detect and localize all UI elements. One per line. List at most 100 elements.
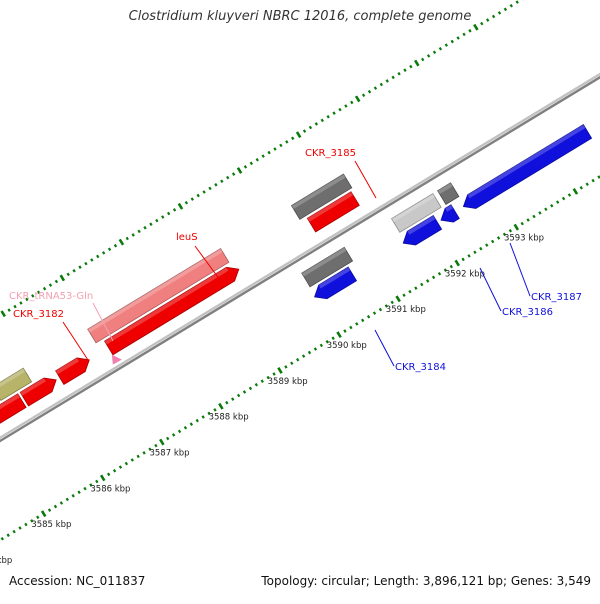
label-leader-line xyxy=(509,242,531,297)
scale-tick xyxy=(196,193,200,198)
scale-tick xyxy=(242,390,247,394)
scale-tick xyxy=(366,314,371,319)
gene-label: CKR_3182 xyxy=(13,309,64,320)
scale-tick xyxy=(159,438,165,446)
scale-tick xyxy=(397,72,401,76)
scale-tick xyxy=(426,54,431,58)
scale-tick xyxy=(71,494,75,498)
scale-tick xyxy=(84,261,88,266)
scale-tick xyxy=(515,0,519,4)
scale-tick xyxy=(285,140,289,144)
scale-tick xyxy=(344,104,348,108)
gene-feature xyxy=(104,266,240,356)
scale-tick xyxy=(526,218,530,222)
scale-tick xyxy=(479,246,483,251)
scale-tick xyxy=(96,254,100,259)
scale-tick xyxy=(201,415,205,419)
gene-feature xyxy=(19,377,57,407)
scale-tick xyxy=(350,100,354,105)
scale-tick xyxy=(279,143,283,148)
gene-feature xyxy=(462,124,593,209)
scale-tick xyxy=(497,11,502,15)
scale-tick xyxy=(249,161,254,166)
scale-tick xyxy=(19,301,23,305)
scale-tick xyxy=(295,131,302,139)
gene-feature-highlight xyxy=(0,393,20,410)
scale-tick xyxy=(290,361,294,366)
scale-tick xyxy=(408,289,412,294)
scale-tick xyxy=(503,7,508,12)
scale-tick xyxy=(225,400,229,405)
accession-text: Accession: NC_011837 xyxy=(9,574,146,588)
scale-tick xyxy=(142,451,146,455)
scale-tick xyxy=(0,310,6,318)
scale-tick xyxy=(502,232,507,237)
scale-tick xyxy=(409,64,413,69)
scale-tick xyxy=(261,154,265,158)
scale-tick xyxy=(183,425,188,430)
scale-tick xyxy=(496,236,501,240)
scale-tick xyxy=(236,167,243,174)
scale-tick xyxy=(207,411,211,416)
scale-tick xyxy=(384,304,388,308)
scale-tick xyxy=(112,468,117,473)
scale-tick xyxy=(13,304,17,309)
scale-tick xyxy=(48,283,53,287)
scale-tick xyxy=(66,272,70,277)
scale-tick xyxy=(395,295,401,303)
gene-label: CKR_tRNA53-Gln xyxy=(9,291,93,302)
kbp-label: 3588 kbp xyxy=(209,413,249,423)
scale-tick xyxy=(161,215,165,219)
scale-tick xyxy=(378,307,383,312)
label-leader-line xyxy=(194,245,221,281)
scale-tick xyxy=(585,182,589,186)
scale-tick xyxy=(385,79,389,83)
label-leader-line xyxy=(374,329,395,367)
scale-tick xyxy=(486,18,490,22)
backbone-line-outer xyxy=(0,72,600,440)
gene-feature xyxy=(290,173,353,220)
scale-tick xyxy=(473,250,477,255)
scale-tick xyxy=(301,354,306,358)
scale-tick xyxy=(336,331,342,339)
scale-tick xyxy=(390,300,394,305)
scale-tick xyxy=(243,165,248,169)
scale-tick xyxy=(572,187,579,195)
scale-tick xyxy=(373,86,378,90)
gene-feature-highlight xyxy=(391,193,435,223)
scale-tick xyxy=(260,379,264,383)
scale-tick xyxy=(308,125,313,130)
scale-tick xyxy=(561,196,566,201)
gene-feature xyxy=(390,193,442,233)
scale-tick xyxy=(449,264,453,269)
label-leader-line xyxy=(62,321,89,361)
gene-feature-highlight xyxy=(20,378,46,396)
scale-tick xyxy=(437,271,442,276)
scale-tick xyxy=(403,68,407,72)
scale-tick xyxy=(420,282,424,287)
scale-tick xyxy=(467,254,471,258)
scale-tick xyxy=(59,501,64,505)
gene-feature xyxy=(440,204,460,223)
scale-tick xyxy=(354,95,361,103)
scale-tick xyxy=(107,247,112,252)
gene-feature xyxy=(437,182,460,205)
scale-tick xyxy=(118,238,125,246)
scale-tick xyxy=(155,218,159,223)
scale-tick xyxy=(47,508,52,512)
scale-tick xyxy=(149,222,153,226)
kbp-label: 3586 kbp xyxy=(90,484,130,494)
scale-tick xyxy=(143,226,147,230)
gene-feature-highlight xyxy=(291,174,346,209)
gene-label: CKR_3187 xyxy=(531,292,582,303)
gene-label: CKR_3184 xyxy=(395,362,446,373)
scale-tick xyxy=(37,290,41,295)
gene-feature-highlight xyxy=(301,247,347,277)
scale-tick xyxy=(277,367,283,374)
label-leader-line xyxy=(92,302,114,342)
scale-tick xyxy=(125,236,129,241)
map-title: Clostridium kluyveri NBRC 12016, complet… xyxy=(128,9,472,24)
gene-feature xyxy=(306,191,360,233)
scale-tick xyxy=(567,193,572,197)
